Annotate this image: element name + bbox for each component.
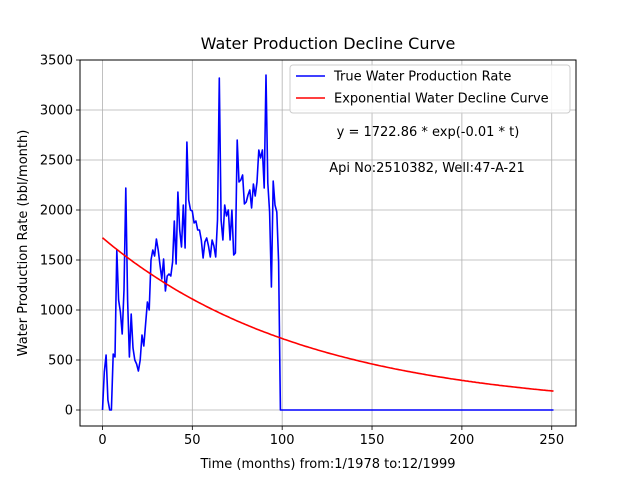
y-axis-ticks: 0 500 1000 1500 2000 2500 3000 3500 xyxy=(40,54,80,419)
legend: True Water Production Rate Exponential Wa… xyxy=(289,64,571,114)
exponential-decline-line xyxy=(101,237,554,392)
y-tick-label: 1500 xyxy=(40,254,73,269)
x-tick-label: 250 xyxy=(539,433,564,448)
x-tick-label: 150 xyxy=(360,433,385,448)
y-tick-label: 2500 xyxy=(40,154,73,169)
y-tick-label: 2000 xyxy=(40,204,73,219)
equation-annotation: y = 1722.86 * exp(-0.01 * t) xyxy=(337,125,520,140)
x-axis-label: Time (months) from:1/1978 to:12/1999 xyxy=(199,457,455,472)
y-tick-label: 0 xyxy=(65,404,73,419)
y-tick-label: 3500 xyxy=(40,54,73,69)
plot-area xyxy=(101,74,554,411)
x-axis-ticks: 0 50 100 150 200 250 xyxy=(98,426,564,448)
legend-label-1: True Water Production Rate xyxy=(333,70,511,85)
x-tick-label: 0 xyxy=(98,433,106,448)
x-tick-label: 50 xyxy=(184,433,201,448)
legend-label-2: Exponential Water Decline Curve xyxy=(334,92,549,107)
legend-box xyxy=(289,64,571,114)
x-tick-label: 100 xyxy=(270,433,295,448)
y-tick-label: 3000 xyxy=(40,104,73,119)
y-tick-label: 1000 xyxy=(40,304,73,319)
chart-title: Water Production Decline Curve xyxy=(201,34,456,53)
x-tick-label: 200 xyxy=(449,433,474,448)
true-water-production-line xyxy=(101,74,554,411)
y-axis-label: Water Production Rate (bbl/month) xyxy=(16,130,31,357)
well-annotation: Api No:2510382, Well:47-A-21 xyxy=(329,161,525,176)
y-tick-label: 500 xyxy=(48,354,73,369)
axes-frame xyxy=(79,59,577,427)
